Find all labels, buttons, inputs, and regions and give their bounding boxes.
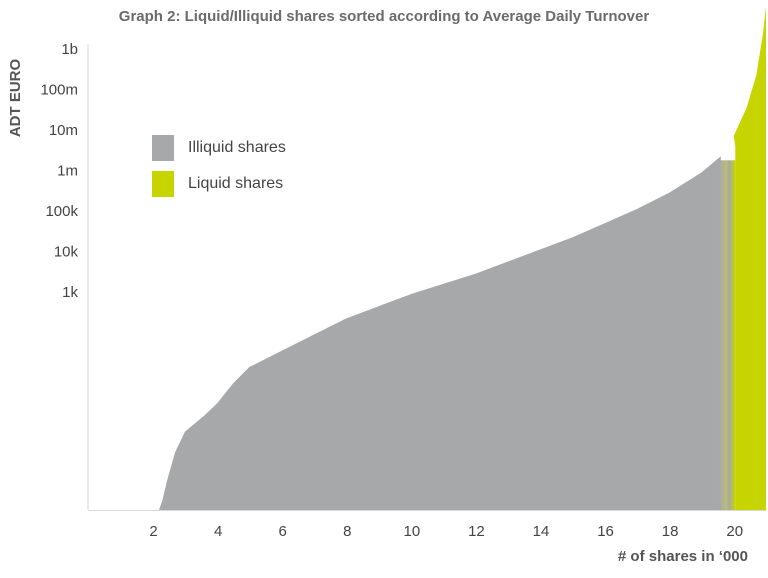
- series-illiquid-area: [159, 156, 721, 511]
- x-tick-label: 18: [662, 523, 679, 540]
- y-tick-label: 1k: [62, 284, 78, 301]
- plot-area: [159, 6, 766, 511]
- axes: [87, 44, 766, 511]
- y-tick-label: 100m: [40, 82, 78, 99]
- x-tick-label: 12: [468, 523, 485, 540]
- x-tick-label: 2: [149, 523, 157, 540]
- y-tick-label: 1b: [61, 41, 78, 58]
- legend-swatch-illiquid: [152, 135, 174, 161]
- x-tick-label: 14: [533, 523, 550, 540]
- tick-labels: 1b 100m 10m 1m 100k 10k 1k 2 4 6 8 10 12 14 16 18 20: [40, 41, 743, 540]
- x-tick-label: 16: [597, 523, 614, 540]
- y-tick-label: 10k: [54, 244, 79, 261]
- x-tick-label: 10: [404, 523, 421, 540]
- legend-item-illiquid: Illiquid shares: [152, 130, 286, 166]
- legend-item-liquid: Liquid shares: [152, 166, 286, 202]
- x-tick-label: 8: [343, 523, 351, 540]
- x-tick-label: 4: [214, 523, 222, 540]
- series-liquid-area: [733, 6, 766, 510]
- legend: Illiquid shares Liquid shares: [152, 130, 286, 202]
- y-tick-label: 10m: [49, 122, 78, 139]
- transition-band: [719, 160, 736, 511]
- legend-swatch-liquid: [152, 171, 174, 197]
- x-tick-label: 6: [279, 523, 287, 540]
- y-tick-label: 100k: [45, 203, 78, 220]
- x-tick-label: 20: [726, 523, 743, 540]
- legend-label-illiquid: Illiquid shares: [188, 139, 286, 156]
- chart-title: Graph 2: Liquid/Illiquid shares sorted a…: [118, 8, 650, 25]
- y-tick-label: 1m: [57, 163, 78, 180]
- legend-label-liquid: Liquid shares: [188, 175, 284, 192]
- x-axis-label: # of shares in ‘000: [617, 548, 748, 565]
